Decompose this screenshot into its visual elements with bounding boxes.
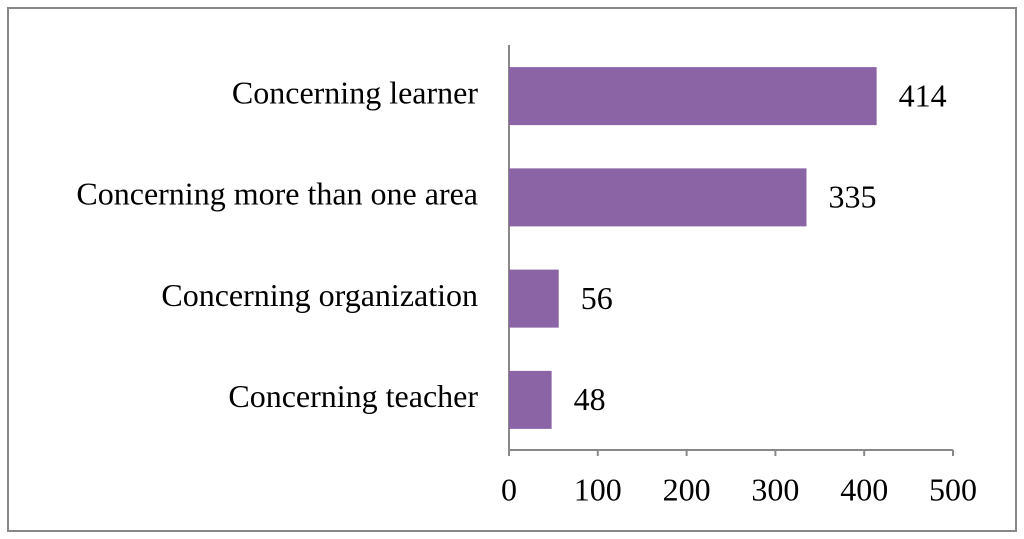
x-tick-label: 100 bbox=[574, 471, 622, 507]
bar bbox=[509, 67, 877, 126]
x-tick-label: 0 bbox=[501, 471, 517, 507]
value-label: 56 bbox=[581, 280, 613, 316]
x-tick-label: 400 bbox=[840, 471, 888, 507]
value-label: 335 bbox=[828, 179, 876, 215]
y-tick-label: Concerning learner bbox=[232, 74, 478, 110]
value-label: 414 bbox=[899, 77, 947, 113]
bar bbox=[509, 370, 552, 429]
x-tick-label: 200 bbox=[663, 471, 711, 507]
y-tick-label: Concerning teacher bbox=[228, 378, 478, 414]
bar bbox=[509, 269, 559, 328]
y-tick-label: Concerning more than one area bbox=[76, 176, 478, 212]
x-tick-label: 300 bbox=[751, 471, 799, 507]
x-tick-label: 500 bbox=[929, 471, 977, 507]
bar bbox=[509, 168, 807, 227]
value-label: 48 bbox=[574, 381, 606, 417]
y-tick-label: Concerning organization bbox=[161, 277, 478, 313]
